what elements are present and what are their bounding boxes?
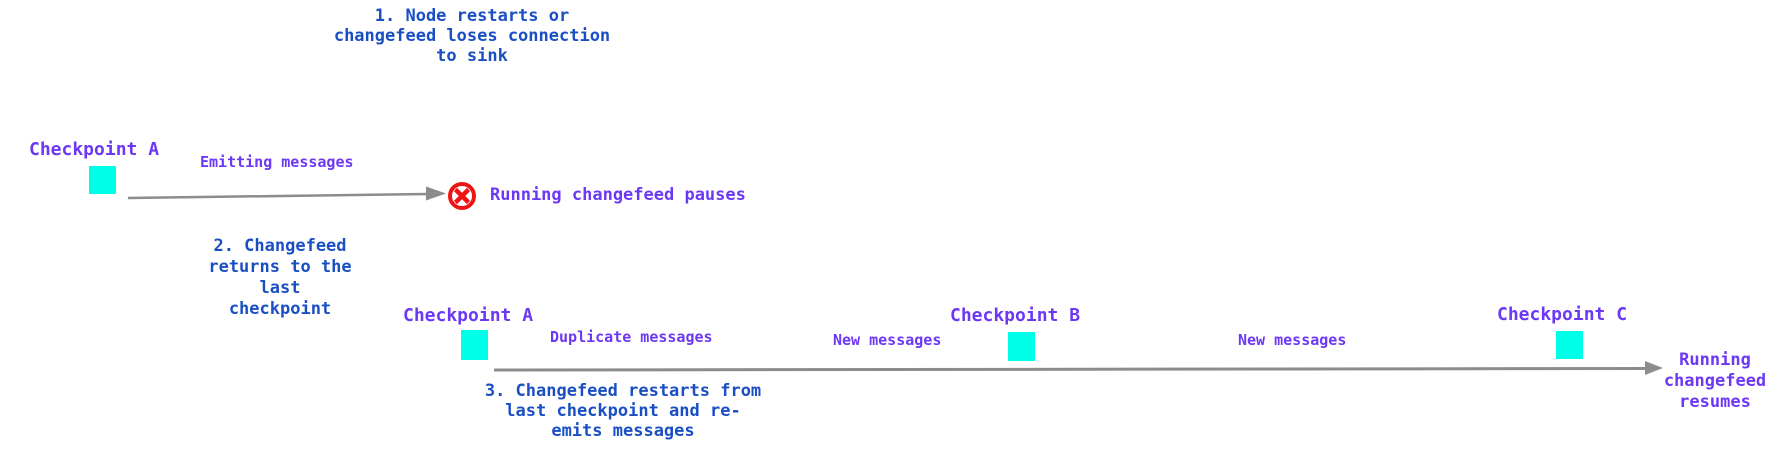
duplicate-messages-label: Duplicate messages <box>550 328 713 346</box>
checkpoint-b-label: Checkpoint B <box>950 305 1081 326</box>
new-messages-label-1: New messages <box>833 331 942 349</box>
checkpoint-a-top-marker <box>89 166 116 194</box>
changefeed-pauses-label: Running changefeed pauses <box>490 185 746 205</box>
checkpoint-a-bottom-marker <box>461 330 488 360</box>
step3-annotation: 3. Changefeed restarts from last checkpo… <box>484 381 762 441</box>
step1-annotation: 1. Node restarts or changefeed loses con… <box>333 6 611 66</box>
checkpoint-a-bottom-label: Checkpoint A <box>403 305 534 326</box>
changefeed-resumes-label: Running changefeed resumes <box>1663 350 1767 412</box>
checkpoint-b-marker <box>1008 332 1035 361</box>
checkpoint-a-top-label: Checkpoint A <box>29 139 160 160</box>
crossed-circle-icon <box>446 180 478 212</box>
step2-annotation: 2. Changefeed returns to the last checkp… <box>208 236 352 319</box>
checkpoint-c-label: Checkpoint C <box>1497 304 1628 325</box>
emitting-messages-label: Emitting messages <box>200 153 354 171</box>
checkpoint-c-marker <box>1556 331 1583 359</box>
new-messages-label-2: New messages <box>1238 331 1347 349</box>
